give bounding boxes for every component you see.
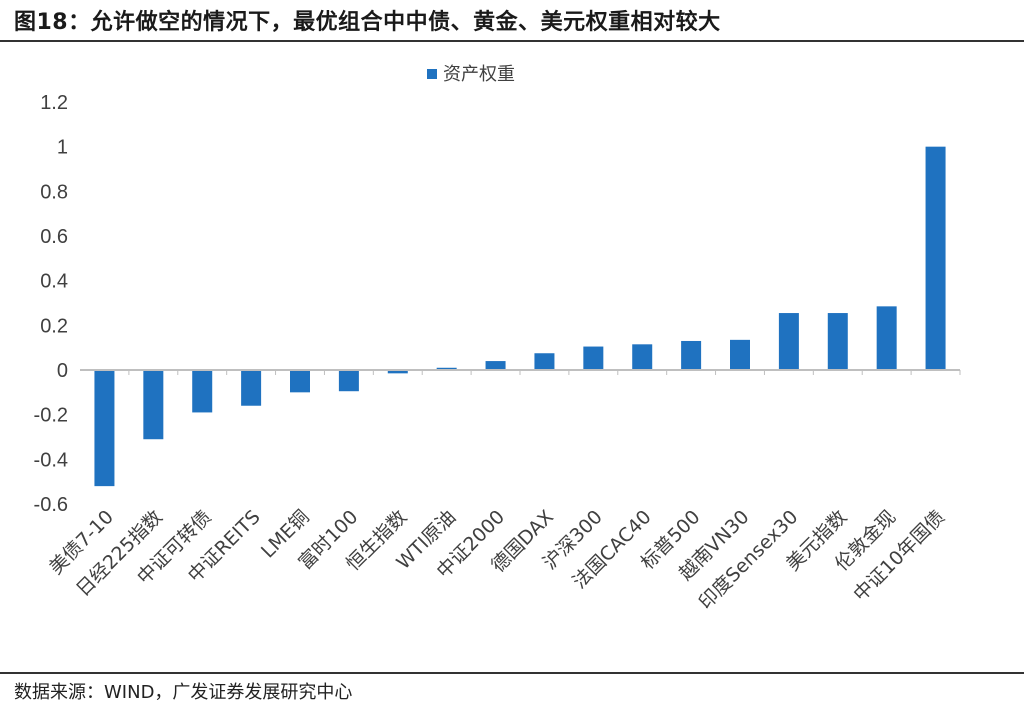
source-note: 数据来源：WIND，广发证券发展研究中心	[14, 682, 353, 703]
y-tick-label: 0.8	[40, 181, 68, 203]
bar	[827, 313, 848, 370]
title-rule	[0, 40, 1024, 42]
bar-chart: 资产权重 -0.6 -0.4 -0.2 0 0.2 0.4 0.6 0.8 1 1.2 美债7-1…	[34, 64, 961, 614]
y-tick-label: 1	[57, 137, 68, 159]
y-tick-label: 0.6	[40, 226, 68, 248]
x-axis-ticks: 美债7-10日经225指数中证可转债中证REITSLME铜富时100恒生指数WT…	[45, 506, 949, 614]
y-tick-label: 0.4	[40, 271, 68, 293]
legend-label: 资产权重	[443, 64, 515, 85]
bar	[338, 370, 359, 392]
bar	[876, 306, 897, 370]
bar	[143, 370, 164, 440]
bar	[632, 344, 653, 370]
bar	[681, 340, 702, 370]
source-rule	[0, 672, 1024, 674]
bar	[94, 370, 115, 487]
y-tick-label: 0.2	[40, 315, 68, 337]
y-tick-label: -0.6	[34, 494, 68, 516]
y-tick-label: -0.2	[34, 405, 68, 427]
legend-swatch	[427, 69, 437, 79]
bar	[925, 146, 946, 370]
bars	[94, 146, 961, 487]
bar	[241, 370, 262, 406]
bar	[778, 313, 799, 370]
bar	[583, 346, 604, 370]
y-axis-ticks: -0.6 -0.4 -0.2 0 0.2 0.4 0.6 0.8 1 1.2	[34, 92, 68, 516]
bar	[387, 370, 408, 374]
bar	[730, 339, 750, 370]
bar	[192, 370, 213, 413]
bar	[534, 353, 555, 370]
figure-title: 图18：允许做空的情况下，最优组合中中债、黄金、美元权重相对较大	[14, 10, 721, 35]
legend: 资产权重	[427, 64, 515, 85]
bar	[485, 361, 506, 370]
bar	[436, 367, 457, 370]
y-tick-label: 0	[57, 360, 68, 382]
y-tick-label: -0.4	[34, 449, 68, 471]
y-tick-label: 1.2	[40, 92, 68, 114]
bar	[290, 370, 310, 393]
